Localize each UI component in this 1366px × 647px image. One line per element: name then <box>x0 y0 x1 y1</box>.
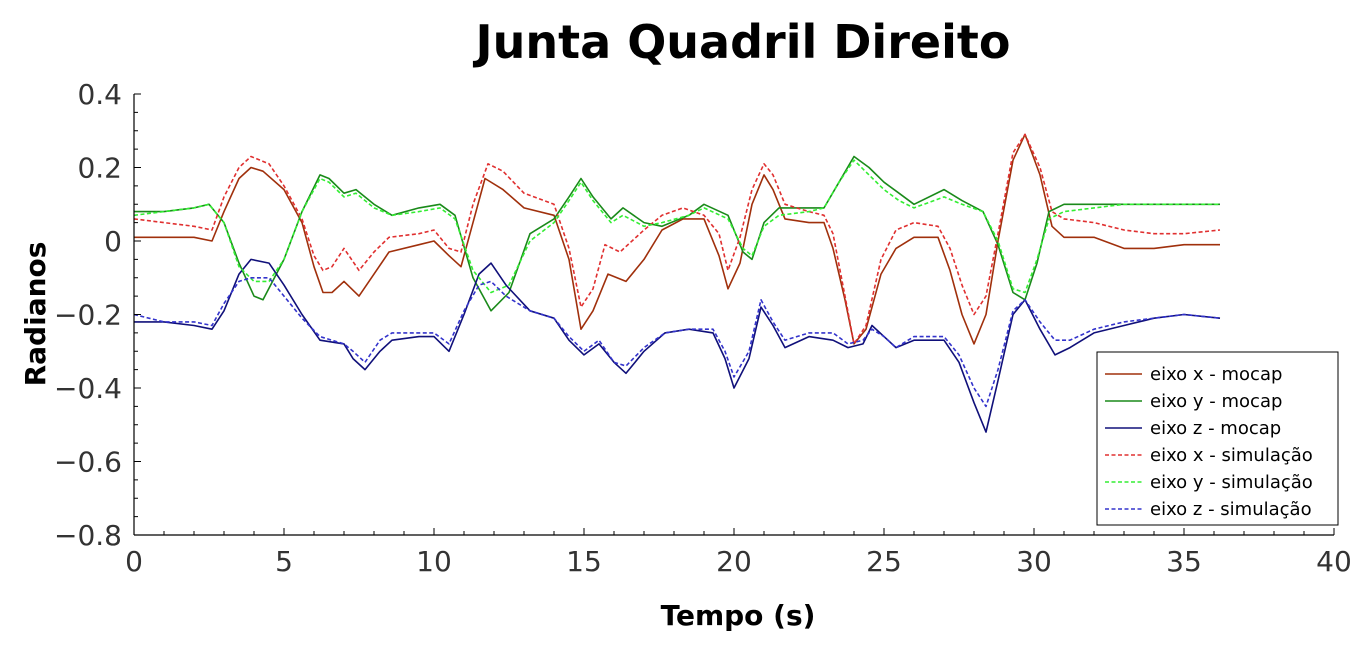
x-tick-label: 20 <box>716 545 752 578</box>
y-tick-label: 0.2 <box>77 152 122 185</box>
x-axis-label: Tempo (s) <box>661 599 816 632</box>
legend-label-6: eixo z - simulação <box>1150 499 1312 520</box>
ticks: 0 5 10 15 20 25 30 35 40 0.4 0.2 0 −0.2 −0.4 −0.6 −0.8 <box>54 78 1352 578</box>
y-axis-label: Radianos <box>19 242 52 387</box>
chart-title: Junta Quadril Direito <box>473 15 1011 69</box>
x-tick-label: 10 <box>416 545 452 578</box>
plot-lines <box>133 133 1221 433</box>
series-line-2 <box>134 155 1220 312</box>
legend-label-2: eixo y - mocap <box>1150 391 1282 412</box>
y-tick-label: −0.8 <box>54 519 122 552</box>
series-line-4 <box>133 133 1221 345</box>
x-tick-label: 0 <box>125 545 143 578</box>
y-tick-label: −0.6 <box>54 446 122 479</box>
x-tick-label: 35 <box>1166 545 1202 578</box>
legend-label-5: eixo y - simulação <box>1150 472 1313 493</box>
series-line-6 <box>133 277 1221 408</box>
legend-box <box>1096 351 1339 526</box>
series-line-3 <box>134 258 1221 433</box>
y-tick-label: 0.4 <box>77 78 122 111</box>
x-tick-label: 40 <box>1316 545 1352 578</box>
y-tick-label: −0.2 <box>54 299 122 332</box>
series-line-1 <box>134 133 1220 345</box>
x-tick-label: 5 <box>275 545 293 578</box>
legend-label-1: eixo x - mocap <box>1150 364 1282 385</box>
x-tick-label: 30 <box>1016 545 1052 578</box>
legend-label-4: eixo x - simulação <box>1150 445 1313 466</box>
y-tick-label: 0 <box>104 225 122 258</box>
series-line-5 <box>133 159 1220 294</box>
legend: eixo x - mocap eixo y - mocap eixo z - moc… <box>1096 351 1339 526</box>
y-tick-label: −0.4 <box>54 372 122 405</box>
x-tick-label: 15 <box>566 545 602 578</box>
legend-label-3: eixo z - mocap <box>1150 418 1281 439</box>
x-tick-label: 25 <box>866 545 902 578</box>
